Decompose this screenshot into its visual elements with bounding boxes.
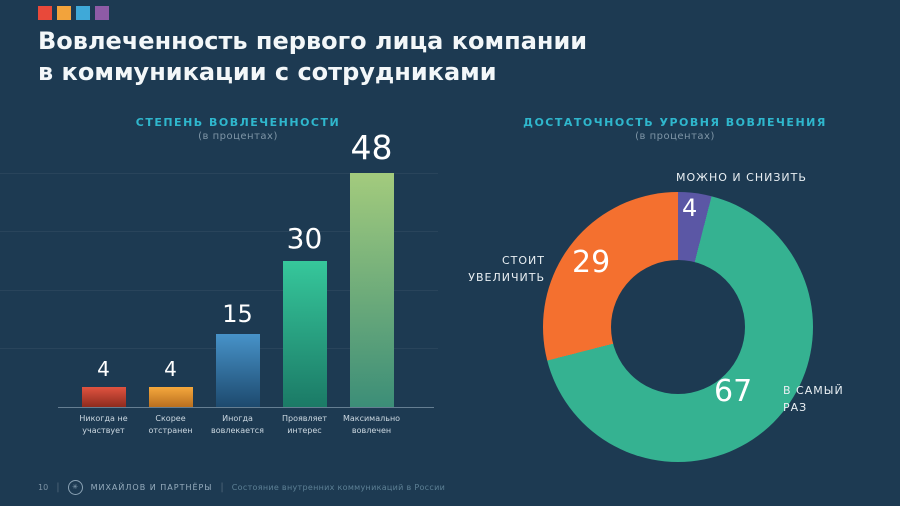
bar-group: 4 [137,357,204,407]
slice-label-just-right: В САМЫЙ РАЗ [783,384,844,414]
slide-title: Вовлеченность первого лица компании в ко… [38,26,587,88]
bar-group: 30 [271,222,338,407]
gridline [0,290,438,291]
bar-chart-title: СТЕПЕНЬ ВОВЛЕЧЕННОСТИ [135,116,341,129]
bar-sometimes-involved [215,334,260,407]
bar-group: 15 [204,300,271,407]
donut-chart-title: ДОСТАТОЧНОСТЬ УРОВНЯ ВОВЛЕЧЕНИЯ [523,116,827,129]
category-label: Иногда вовлекается [211,414,264,435]
donut-chart-subtitle: (в процентах) [635,131,715,142]
bar-maximally-involved [349,173,394,407]
page-number: 10 [38,483,49,492]
slide-title-line1: Вовлеченность первого лица компании [38,27,588,55]
category-label: Никогда не участвует [79,414,128,435]
bar-category-labels: Никогда не участвует Скорее отстранен Ин… [70,413,405,436]
slide-footer: 10 | ✳ МИХАЙЛОВ И ПАРТНЁРЫ | Состояние в… [38,480,445,495]
bar-value-label: 15 [222,300,253,328]
bar-value-label: 4 [97,357,110,381]
brand-square-purple [95,6,109,20]
category-label: Проявляет интерес [281,414,328,435]
brand-square-blue [76,6,90,20]
slice-label-should-increase: СТОИТ УВЕЛИЧИТЬ [468,254,545,284]
bar-group: 4 [70,357,137,407]
report-title: Состояние внутренних коммуникаций в Росс… [231,483,446,492]
slide-title-line2: в коммуникации с сотрудниками [38,58,497,87]
x-axis-line [58,407,434,408]
donut-chart [543,192,813,462]
bar-value-label: 48 [350,128,393,167]
footer-divider: | [220,482,224,493]
brand-name: МИХАЙЛОВ И ПАРТНЁРЫ [90,483,213,492]
gridline [0,173,438,174]
brand-logo-icon: ✳ [67,480,83,495]
bar-chart: 4 4 15 30 48 [70,128,405,407]
category-label: Максимально вовлечен [342,414,401,435]
bar-group: 48 [338,128,405,407]
footer-divider: | [56,482,60,493]
brand-square-orange [57,6,71,20]
brand-square-red [38,6,52,20]
bar-rather-detached [148,387,193,407]
slice-value-just-right: 67 [714,374,753,409]
category-label: Скорее отстранен [148,414,193,435]
bar-never-participates [81,387,126,407]
bar-shows-interest [282,261,327,407]
bar-value-label: 4 [164,357,177,381]
brand-color-squares [38,6,109,20]
slice-value-should-increase: 29 [572,245,611,280]
bar-value-label: 30 [286,222,323,255]
slice-value-can-reduce: 4 [682,194,698,222]
slice-label-can-reduce: МОЖНО И СНИЗИТЬ [676,171,807,184]
gridline [0,231,438,232]
bar-chart-subtitle: (в процентах) [198,131,278,142]
